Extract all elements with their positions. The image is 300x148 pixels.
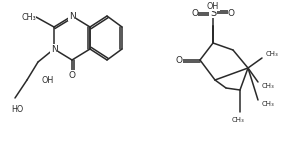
- Text: OH: OH: [41, 75, 53, 85]
- Text: S: S: [210, 8, 216, 18]
- Text: O: O: [68, 70, 76, 79]
- Text: CH₃: CH₃: [262, 101, 275, 107]
- Text: OH: OH: [207, 2, 219, 11]
- Text: N: N: [51, 45, 57, 53]
- Text: O: O: [191, 8, 198, 17]
- Text: N: N: [69, 12, 75, 21]
- Text: CH₃: CH₃: [21, 12, 36, 21]
- Text: CH₃: CH₃: [262, 83, 275, 89]
- Text: HO: HO: [11, 106, 23, 115]
- Text: O: O: [176, 56, 183, 65]
- Text: CH₃: CH₃: [232, 117, 244, 123]
- Text: CH₃: CH₃: [266, 51, 279, 57]
- Text: O: O: [228, 8, 235, 17]
